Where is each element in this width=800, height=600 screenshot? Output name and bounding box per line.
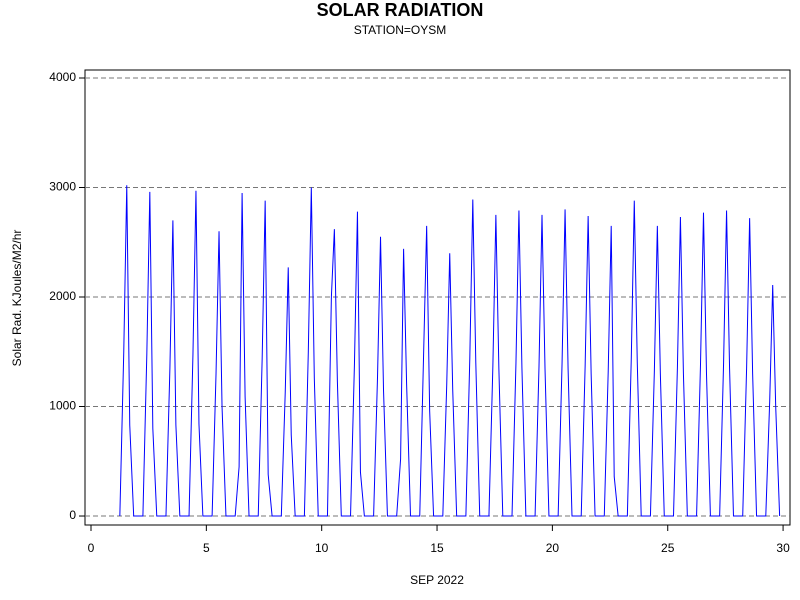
y-tick-label: 0 <box>69 508 76 522</box>
x-axis-label: SEP 2022 <box>410 573 464 587</box>
y-tick-label: 2000 <box>49 289 76 303</box>
x-tick-label: 30 <box>776 541 790 555</box>
x-tick-label: 10 <box>315 541 329 555</box>
x-tick-label: 0 <box>88 541 95 555</box>
x-tick-label: 20 <box>546 541 560 555</box>
x-tick-label: 25 <box>661 541 675 555</box>
data-line <box>119 185 781 517</box>
y-tick-label: 3000 <box>49 180 76 194</box>
chart-subtitle: STATION=OYSM <box>354 23 447 37</box>
y-axis-label: Solar Rad. KJoules/M2/hr <box>10 230 24 367</box>
chart-title: SOLAR RADIATION <box>317 0 484 20</box>
y-tick-label: 1000 <box>49 399 76 413</box>
x-tick-label: 5 <box>203 541 210 555</box>
x-tick-label: 15 <box>430 541 444 555</box>
y-tick-label: 4000 <box>49 70 76 84</box>
